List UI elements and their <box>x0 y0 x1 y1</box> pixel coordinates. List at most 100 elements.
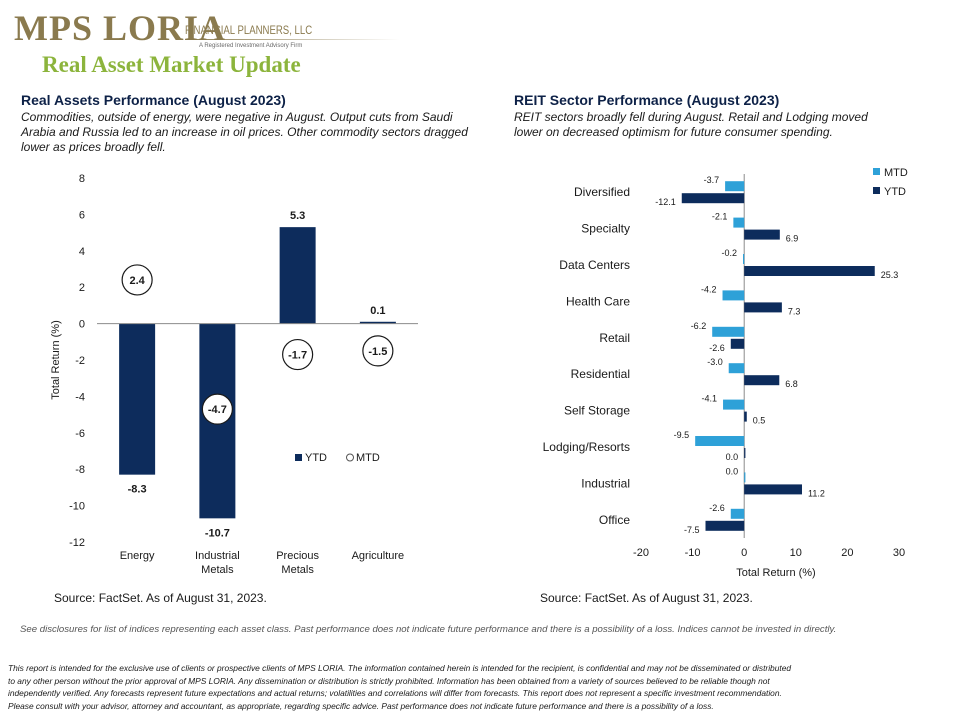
ytd-bar <box>744 448 746 458</box>
y-tick-label: -2 <box>75 355 85 367</box>
ytd-bar <box>119 323 156 475</box>
ytd-value-label: 11.2 <box>808 488 825 498</box>
footer-line: This report is intended for the exclusiv… <box>8 663 792 673</box>
mtd-bar <box>728 363 745 374</box>
mtd-value-label: -4.7 <box>208 404 227 416</box>
disclosure-note: See disclosures for list of indices repr… <box>20 624 837 635</box>
company-logo: MPS LORIA FINANCIAL PLANNERS, LLC A Regi… <box>14 10 404 50</box>
x-tick-label: 30 <box>893 547 905 559</box>
mtd-bar <box>695 436 745 446</box>
ytd-bar <box>681 193 745 204</box>
mtd-bar <box>712 326 745 337</box>
real-assets-source: Source: FactSet. As of August 31, 2023. <box>54 591 267 605</box>
mtd-bar <box>744 472 746 483</box>
mtd-value-label: -4.1 <box>702 394 718 404</box>
legend-ytd-swatch <box>295 454 302 461</box>
reit-description: REIT sectors broadly fell during August.… <box>514 110 868 139</box>
footer-line: independently verified. Any forecasts re… <box>8 688 782 698</box>
mtd-marker <box>282 338 314 371</box>
y-tick-label: -12 <box>69 537 85 549</box>
y-tick-label: 4 <box>79 246 85 258</box>
ytd-value-label: 0.1 <box>370 305 385 317</box>
logo-tagline: A Registered Investment Advisory Firm <box>199 43 303 49</box>
mtd-value-label: 0.0 <box>726 466 739 476</box>
ytd-value-label: 5.3 <box>290 210 305 222</box>
mtd-marker <box>362 335 394 367</box>
y-tick-label: 8 <box>79 173 85 185</box>
legend-mtd-label: MTD <box>356 452 380 464</box>
legend-ytd-swatch <box>873 187 880 194</box>
mtd-value-label: -1.7 <box>288 350 307 362</box>
real-assets-description: Commodities, outside of energy, were neg… <box>21 110 468 154</box>
category-label: Office <box>599 513 630 527</box>
ytd-value-label: -10.7 <box>205 527 230 539</box>
page-title: Real Asset Market Update <box>42 52 301 77</box>
category-label: Data Centers <box>559 258 630 272</box>
footer-line: to any other person without the prior ap… <box>8 675 770 686</box>
mtd-marker <box>121 264 153 296</box>
mtd-value-label: -3.7 <box>704 175 720 185</box>
x-tick-label: 0 <box>741 547 747 559</box>
ytd-value-label: -12.1 <box>655 197 676 207</box>
reit-chart: Diversified -3.7 -12.1 Specialty -2.1 6.9 Data… <box>543 167 908 579</box>
ytd-bar <box>359 321 396 324</box>
x-tick-label: 10 <box>790 547 802 559</box>
reit-source: Source: FactSet. As of August 31, 2023. <box>540 591 753 605</box>
y-axis-label: Total Return (%) <box>50 320 62 399</box>
category-label: Residential <box>571 367 630 381</box>
x-tick-label: 20 <box>841 547 853 559</box>
ytd-bar <box>744 484 802 495</box>
legend-mtd-marker <box>346 453 354 462</box>
ytd-value-label: 0.0 <box>726 452 739 462</box>
ytd-value-label: -7.5 <box>684 525 700 535</box>
x-category-label: Industrial <box>195 550 240 562</box>
mtd-value-label: -3.0 <box>707 357 723 367</box>
ytd-value-label: 6.8 <box>785 379 798 389</box>
category-label: Health Care <box>566 294 630 308</box>
ytd-value-label: 6.9 <box>786 234 799 244</box>
mtd-value-label: -6.2 <box>691 321 707 331</box>
mtd-marker <box>201 393 233 425</box>
ytd-bar <box>705 520 745 531</box>
y-tick-label: -10 <box>69 501 85 513</box>
x-category-label: Metals <box>281 564 314 576</box>
mtd-value-label: -4.2 <box>701 284 717 294</box>
ytd-bar <box>744 411 747 422</box>
category-label: Specialty <box>581 222 630 236</box>
y-tick-label: -6 <box>75 428 85 440</box>
ytd-bar <box>730 338 745 349</box>
footer-disclaimer: This report is intended for the exclusiv… <box>8 662 952 712</box>
mtd-bar <box>725 181 745 192</box>
logo-mark: MPS LORIA <box>14 8 227 48</box>
y-tick-label: 2 <box>79 282 85 294</box>
logo-subtitle: FINANCIAL PLANNERS, LLC <box>185 23 313 37</box>
mtd-value-label: -2.6 <box>709 503 725 513</box>
mtd-value-label: -0.2 <box>721 248 737 258</box>
ytd-value-label: 25.3 <box>881 270 899 280</box>
x-category-label: Metals <box>201 564 234 576</box>
ytd-value-label: -2.6 <box>709 343 725 353</box>
category-label: Retail <box>599 331 630 345</box>
ytd-bar <box>744 302 782 313</box>
real-assets-title: Real Assets Performance (August 2023) <box>21 92 286 108</box>
ytd-value-label: 7.3 <box>788 306 801 316</box>
legend-mtd-label: MTD <box>884 167 908 179</box>
ytd-bar <box>744 375 780 386</box>
mtd-value-label: -1.5 <box>368 346 387 358</box>
x-category-label: Precious <box>276 550 319 562</box>
ytd-value-label: -8.3 <box>128 484 147 496</box>
mtd-bar <box>733 217 745 228</box>
legend-ytd-label: YTD <box>884 186 906 198</box>
mtd-bar <box>730 508 745 519</box>
mtd-bar <box>722 290 745 301</box>
category-label: Lodging/Resorts <box>543 440 630 454</box>
ytd-bar <box>744 266 875 276</box>
logo-rule <box>185 39 400 40</box>
y-tick-label: 0 <box>79 319 85 331</box>
mtd-value-label: -2.1 <box>712 212 728 222</box>
category-label: Industrial <box>581 476 630 490</box>
footer-line: Please consult with your advisor, attorn… <box>8 700 714 711</box>
mtd-value-label: -9.5 <box>674 430 690 440</box>
y-tick-label: 6 <box>79 209 85 221</box>
reit-title: REIT Sector Performance (August 2023) <box>514 92 780 108</box>
